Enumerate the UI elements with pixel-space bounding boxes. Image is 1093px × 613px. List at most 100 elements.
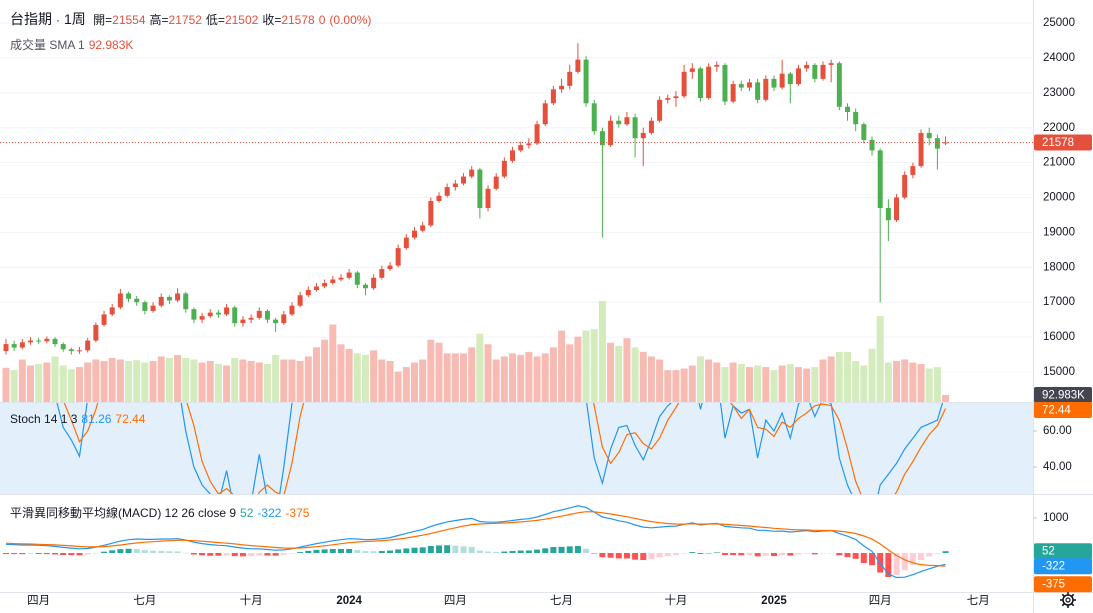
macd-histogram-bar [92, 553, 99, 554]
macd-histogram-bar [60, 553, 67, 556]
y-tick-label: 25000 [1043, 17, 1075, 29]
macd-histogram-bar [190, 553, 197, 555]
candle-body [93, 324, 99, 341]
candle-body [828, 63, 834, 65]
volume-bar [411, 362, 418, 402]
settings-icon[interactable] [1060, 592, 1076, 608]
macd-histogram-bar [329, 549, 336, 554]
volume-bar [460, 353, 468, 402]
ohlc: 開=21554 高=21752 低=21502 收=21578 0 (0.00%) [93, 13, 375, 27]
volume-bar [427, 339, 435, 402]
macd-histogram-bar [35, 553, 42, 555]
candle-body [77, 350, 83, 352]
volume-bar [133, 360, 141, 402]
candle-body [85, 340, 91, 351]
candle-body [836, 63, 842, 107]
macd-histogram-bar [174, 551, 181, 554]
ohlc-value: 21578 [281, 13, 315, 27]
candle-body [444, 187, 450, 196]
volume-value: 92.983K [88, 38, 134, 52]
candle-body [215, 312, 221, 315]
volume-bar [696, 356, 704, 402]
volume-bar [435, 342, 443, 402]
volume-bar [492, 359, 500, 402]
macd-histogram-bar [542, 548, 549, 554]
y-tick-label: 19000 [1043, 226, 1075, 238]
volume-bar [280, 359, 288, 402]
candle-body [787, 73, 793, 85]
candle-body [330, 279, 336, 284]
volume-bar [827, 356, 835, 402]
macd-histogram-bar [354, 550, 361, 554]
volume-bar [484, 344, 492, 402]
volume-bar [84, 362, 92, 402]
volume-bar [361, 354, 369, 402]
y-tick-label: 18000 [1043, 261, 1075, 273]
macd-histogram-bar [591, 553, 598, 554]
candle-body [68, 349, 74, 352]
candle-body [313, 286, 319, 290]
x-tick-label: 四月 [444, 595, 467, 607]
macd-histogram-bar [664, 553, 671, 556]
candle-body [567, 71, 573, 86]
macd-histogram-bar [926, 553, 933, 557]
macd-histogram-bar [215, 553, 222, 556]
candle-body [428, 201, 434, 226]
macd-histogram-bar [378, 551, 385, 554]
macd-histogram-bar [501, 551, 508, 554]
candle-body [934, 138, 940, 149]
candle-body [591, 103, 597, 132]
last-price-badge-bg [1034, 134, 1092, 151]
volume-bar [125, 360, 133, 402]
volume-bar [566, 344, 574, 402]
macd-value: -322 [257, 506, 282, 520]
interval: 1周 [64, 11, 86, 27]
macd-hist-value: 52 [240, 506, 254, 520]
stoch-d-badge: 72.44 [1042, 405, 1071, 417]
volume-bar [190, 359, 198, 402]
macd-histogram-bar [460, 546, 467, 554]
volume-bar [925, 368, 933, 402]
candle-body [109, 307, 115, 315]
candle-body [338, 277, 344, 280]
volume-bar [239, 359, 247, 402]
macd-histogram-bar [770, 553, 777, 557]
stoch-legend: Stoch 14 1 3 81.26 72.44 [10, 412, 149, 426]
candle-body [322, 283, 328, 287]
candle-body [583, 59, 589, 104]
candle-body [166, 296, 172, 301]
volume-bar [182, 357, 190, 402]
volume-bar [533, 356, 541, 402]
macd-histogram-bar [68, 553, 75, 556]
x-tick-label: 四月 [27, 595, 50, 607]
volume-bar [558, 330, 566, 402]
macd-histogram-bar [248, 553, 255, 557]
volume-bar [517, 354, 525, 402]
macd-histogram-bar [297, 552, 304, 554]
candle-body [420, 225, 426, 231]
volume-bar [933, 367, 941, 402]
macd-histogram-bar [150, 550, 157, 554]
candle-body [485, 188, 491, 208]
macd-histogram-bar [640, 553, 647, 561]
macd-histogram-bar [43, 553, 50, 555]
macd-histogram-bar [468, 546, 475, 554]
volume-bar [631, 347, 639, 402]
volume-bar [10, 370, 18, 402]
candle-body [534, 124, 540, 144]
macd-histogram-bar [493, 551, 500, 554]
candle-body [11, 344, 17, 348]
candle-body [379, 269, 385, 278]
volume-bar [909, 362, 917, 402]
volume-bar [901, 359, 909, 402]
macd-histogram-bar [158, 550, 165, 554]
macd-pane [3, 505, 949, 579]
signal-badge-bg [1034, 576, 1092, 593]
macd-histogram-bar [133, 549, 140, 554]
volume-bar [272, 354, 280, 402]
volume-bar [598, 301, 606, 402]
candle-body [697, 68, 703, 99]
volume-bar [762, 367, 770, 402]
macd-histogram-bar [852, 553, 859, 559]
volume-bar [394, 371, 402, 402]
